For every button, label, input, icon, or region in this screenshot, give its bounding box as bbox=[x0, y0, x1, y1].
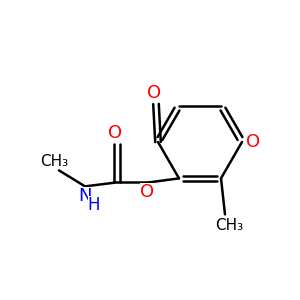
Text: O: O bbox=[246, 133, 260, 151]
Text: N: N bbox=[78, 188, 92, 206]
Text: CH₃: CH₃ bbox=[40, 154, 68, 169]
Text: H: H bbox=[88, 196, 100, 214]
Text: O: O bbox=[108, 124, 122, 142]
Text: O: O bbox=[140, 183, 154, 201]
Text: O: O bbox=[147, 84, 161, 102]
Text: CH₃: CH₃ bbox=[215, 218, 243, 233]
